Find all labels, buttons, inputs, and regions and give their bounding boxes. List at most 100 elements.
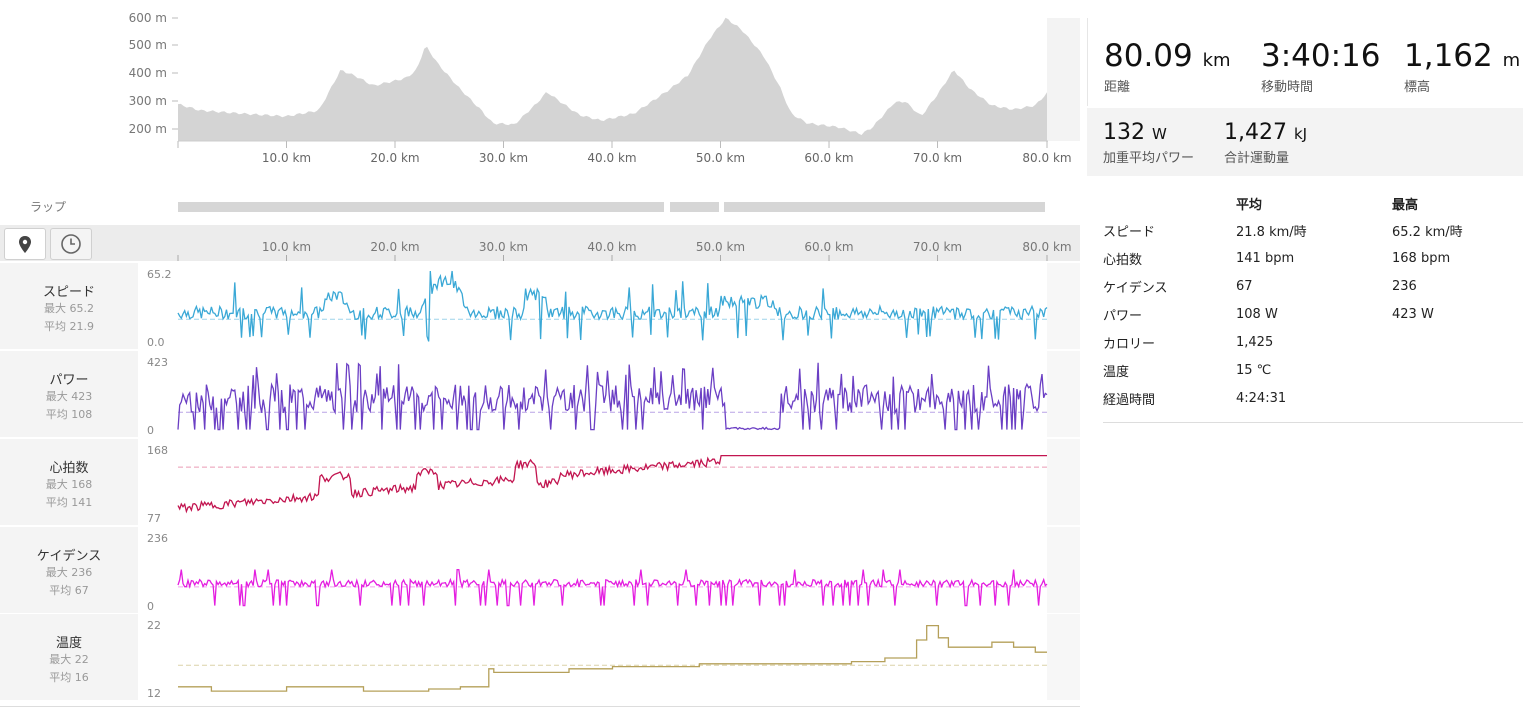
stream-max: 最大 65.2 — [44, 302, 94, 315]
stats-max-value — [1392, 384, 1522, 412]
lap-bar[interactable] — [178, 202, 665, 212]
stats-avg-value: 15 ℃ — [1236, 362, 1272, 378]
elevation-x-tick: 80.0 km — [1022, 151, 1071, 165]
moving-time-value: 3:40:16 — [1261, 38, 1381, 74]
distance-stat: 80.09 km 距離 — [1104, 38, 1231, 95]
stream-label-hr: 心拍数 最大 168 平均 141 — [0, 439, 138, 525]
map-view-button[interactable] — [4, 228, 46, 260]
stats-max-value — [1392, 328, 1522, 356]
stats-row: パワー 108 W 423 W — [1103, 300, 1522, 328]
power-stats-box: 132 W 加重平均パワー 1,427 kJ 合計運動量 — [1087, 108, 1523, 176]
stats-row: カロリー 1,425 — [1103, 328, 1522, 356]
stream-ymax-label: 168 — [147, 444, 168, 457]
elevation-gutter — [1047, 18, 1080, 141]
stats-max-value: 168 bpm — [1392, 250, 1451, 266]
stream-title: 温度 — [55, 636, 82, 651]
stream-row-speed[interactable]: スピード 最大 65.2 平均 21.9 65.2 0.0 — [0, 263, 1080, 349]
stream-label-cadence: ケイデンス 最大 236 平均 67 — [0, 527, 138, 613]
stream-avg: 平均 141 — [45, 496, 93, 509]
elevation-x-tick: 30.0 km — [479, 151, 528, 165]
stream-title: パワー — [49, 373, 89, 388]
stream-line-speed — [177, 270, 1048, 342]
weighted-power-stat: 132 W 加重平均パワー — [1103, 120, 1194, 166]
lap-bars — [0, 202, 1080, 212]
stream-axis-tick: 10.0 km — [262, 240, 311, 254]
stats-avg-value: 21.8 km/時 — [1236, 224, 1307, 240]
lap-bar[interactable] — [723, 202, 1045, 212]
stream-axis-tick: 60.0 km — [804, 240, 853, 254]
stats-avg-value: 1,425 — [1236, 334, 1274, 350]
elevation-x-tick: 10.0 km — [262, 151, 311, 165]
map-pin-icon — [19, 236, 31, 253]
stream-row-power[interactable]: パワー 最大 423 平均 108 423 0 — [0, 351, 1080, 437]
stream-axis-tick: 20.0 km — [370, 240, 419, 254]
summary-panel: 80.09 km 距離 3:40:16 移動時間 1,162 m 標高 132 … — [1087, 18, 1523, 430]
lap-bar[interactable] — [669, 202, 719, 212]
stream-axis-tick: 80.0 km — [1022, 240, 1071, 254]
stream-ymin-label: 77 — [147, 512, 161, 525]
stream-avg: 平均 21.9 — [44, 320, 94, 333]
stream-axis-tick: 70.0 km — [913, 240, 962, 254]
stats-row-label: カロリー — [1103, 336, 1156, 352]
elevation-chart: 600 m 500 m 400 m 300 m 200 m 10.0 km 20.0 km… — [0, 0, 1080, 180]
elevation-y-tick: 300 m — [129, 94, 167, 108]
weighted-power-unit: W — [1152, 125, 1167, 143]
stats-header-avg: 平均 — [1236, 197, 1263, 213]
stream-line-cadence — [177, 568, 1048, 607]
stream-ymin-label: 0.0 — [147, 336, 165, 349]
total-work-stat: 1,427 kJ 合計運動量 — [1224, 120, 1307, 166]
stream-label-temp: 温度最大 22 平均 16 — [0, 614, 138, 700]
elevation-y-tick: 600 m — [129, 11, 167, 25]
stats-row: 温度 15 ℃ — [1103, 356, 1522, 384]
stream-title: 心拍数 — [49, 461, 89, 476]
stats-avg-value: 108 W — [1236, 306, 1278, 322]
stream-row-hr[interactable]: 心拍数 最大 168 平均 141 168 77 — [0, 439, 1080, 525]
stream-ymax-label: 236 — [147, 532, 168, 545]
stream-ymin-label: 0 — [147, 424, 154, 437]
stats-table: 平均 最高 スピード 21.8 km/時 65.2 km/時 心拍数 141 bpm 16… — [1103, 190, 1522, 412]
laps-label: ラップ — [30, 200, 67, 214]
bottom-divider — [0, 706, 1080, 707]
stream-axis-tick: 40.0 km — [587, 240, 636, 254]
stats-max-value: 423 W — [1392, 306, 1434, 322]
stream-max: 最大 236 — [45, 566, 93, 579]
stream-avg: 平均 16 — [49, 671, 89, 684]
total-work-caption: 合計運動量 — [1224, 151, 1290, 166]
elevation-caption: 標高 — [1404, 80, 1431, 95]
stream-avg: 平均 108 — [45, 408, 93, 421]
stream-gutter — [1047, 527, 1080, 613]
elevation-stat: 1,162 m 標高 — [1404, 38, 1520, 95]
total-work-unit: kJ — [1293, 125, 1308, 143]
distance-value: 80.09 — [1104, 38, 1193, 74]
stats-row-label: スピード — [1103, 224, 1156, 240]
stats-row: 心拍数 141 bpm 168 bpm — [1103, 244, 1522, 272]
stream-max: 最大 423 — [45, 390, 93, 403]
stream-gutter — [1047, 263, 1080, 349]
stream-label-speed: スピード最大 65.2 平均 21.9 — [0, 263, 138, 349]
elevation-value: 1,162 — [1404, 38, 1493, 74]
distance-caption: 距離 — [1104, 80, 1131, 95]
elevation-x-tick: 20.0 km — [370, 151, 419, 165]
stats-row-label: 温度 — [1103, 364, 1130, 380]
stream-line-power — [177, 362, 1048, 431]
stats-max-value: 65.2 km/時 — [1392, 224, 1463, 240]
stats-table-wrap: 平均 最高 スピード 21.8 km/時 65.2 km/時 心拍数 141 bpm 16… — [1103, 190, 1523, 423]
stats-row: ケイデンス 67 236 — [1103, 272, 1522, 300]
stats-header-empty — [1103, 190, 1236, 216]
stream-row-temp[interactable]: 温度 最大 22 平均 16 22 12 — [0, 614, 1080, 700]
elevation-x-tick: 70.0 km — [913, 151, 962, 165]
stream-row-cadence[interactable]: ケイデンス 最大 236 平均 67 236 0 — [0, 527, 1080, 613]
time-view-button[interactable] — [50, 228, 92, 260]
stats-row-label: ケイデンス — [1103, 280, 1168, 296]
stream-avg: 平均 67 — [49, 584, 89, 597]
stream-max: 最大 22 — [49, 653, 89, 666]
stats-max-value — [1392, 356, 1522, 384]
stats-row-label: 経過時間 — [1103, 392, 1156, 408]
stats-avg-value: 4:24:31 — [1236, 390, 1287, 406]
stream-line-temp — [178, 624, 1047, 692]
stream-title: スピード — [42, 285, 95, 300]
stats-row-label: 心拍数 — [1103, 252, 1143, 268]
stats-row: 経過時間 4:24:31 — [1103, 384, 1522, 412]
stats-max-value: 236 — [1392, 278, 1417, 294]
stats-table-divider — [1103, 422, 1523, 423]
